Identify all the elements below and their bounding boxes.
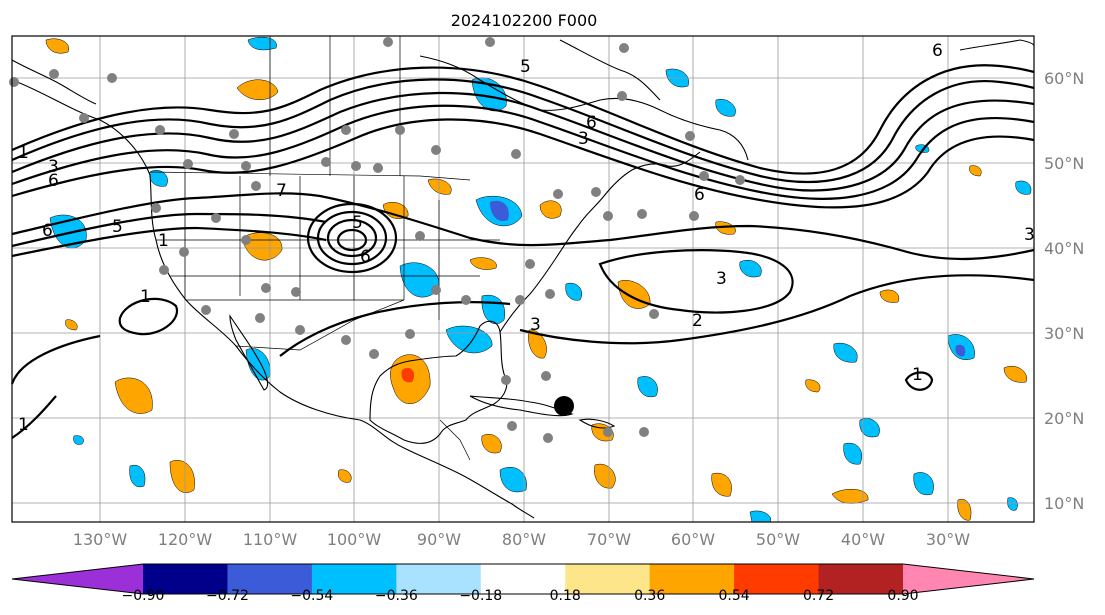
- colorbar-tick-label: −0.90: [122, 588, 165, 604]
- map-title: 2024102200 F000: [451, 11, 598, 30]
- contour-label: 6: [360, 247, 371, 267]
- contour-label: 3: [716, 269, 727, 289]
- contour-label: 3: [530, 315, 541, 335]
- colorbar-tick-label: 0.54: [719, 588, 750, 604]
- contour-label: 5: [520, 57, 531, 77]
- contour-label: 6: [932, 41, 943, 61]
- colorbar-bin: [565, 564, 651, 594]
- colorbar-tick-label: −0.72: [206, 588, 249, 604]
- contour-label: 7: [276, 181, 287, 201]
- contour-label: 5: [112, 217, 123, 237]
- latitude-labels: 60°N 50°N 40°N 30°N 20°N 10°N: [1044, 69, 1084, 513]
- contour-label: 1: [158, 231, 169, 251]
- contour-label: 1: [18, 415, 29, 435]
- colorbar-bin: [480, 564, 566, 594]
- colorbar-outline: [11, 563, 1035, 595]
- colorbar-tick-label: 0.90: [887, 588, 918, 604]
- contour-label: 1: [140, 287, 151, 307]
- colorbar-tick-label: −0.36: [375, 588, 418, 604]
- contour-label: 1: [912, 365, 923, 385]
- longitude-labels: 130°W 120°W 110°W 100°W 90°W 80°W 70°W 6…: [73, 530, 970, 549]
- lon-tick-label: 120°W: [158, 530, 213, 549]
- lat-tick-label: 20°N: [1044, 409, 1084, 428]
- colorbar-bin: [818, 564, 904, 594]
- lon-tick-label: 100°W: [327, 530, 382, 549]
- colorbar-tick-label: −0.54: [290, 588, 333, 604]
- contour-label: 6: [694, 185, 705, 205]
- lat-tick-label: 40°N: [1044, 239, 1084, 258]
- contour-label: 3: [578, 129, 589, 149]
- lon-tick-label: 30°W: [926, 530, 970, 549]
- colorbar-bin: [311, 564, 397, 594]
- contour-label: 2: [692, 311, 703, 331]
- political-borders: [149, 36, 500, 461]
- lon-tick-label: 40°W: [841, 530, 885, 549]
- contour-label: 6: [48, 171, 59, 191]
- colorbar-bin: [734, 564, 820, 594]
- colorbar-labels: −0.90 −0.72 −0.54 −0.36 −0.18 0.18 0.36 0.54 0.7…: [122, 588, 919, 604]
- lat-tick-label: 60°N: [1044, 69, 1084, 88]
- contour-label: 3: [48, 157, 59, 177]
- lon-tick-label: 60°W: [671, 530, 715, 549]
- lon-tick-label: 90°W: [417, 530, 461, 549]
- lat-tick-label: 50°N: [1044, 154, 1084, 173]
- colorbar-tick-label: 0.36: [634, 588, 665, 604]
- map-area: 1 3 6 5 6 6 5 3 7 6 5 3 6 3 2 1 3 1 1 6 …: [9, 35, 1035, 523]
- colorbar-bin: [227, 564, 313, 594]
- contour-label: 3: [1024, 225, 1035, 245]
- contour-label: 5: [352, 213, 363, 233]
- colorbar: [11, 563, 1035, 595]
- observation-markers: [9, 37, 745, 443]
- colorbar-bin: [649, 564, 735, 594]
- lon-tick-label: 70°W: [587, 530, 631, 549]
- colorbar-extend-min: [12, 564, 143, 594]
- colorbar-tick-label: 0.72: [803, 588, 834, 604]
- colorbar-bin: [143, 564, 228, 594]
- contour-label: 1: [18, 143, 29, 163]
- lat-tick-label: 30°N: [1044, 324, 1084, 343]
- lat-tick-label: 10°N: [1044, 494, 1084, 513]
- colorbar-tick-label: 0.18: [550, 588, 581, 604]
- lon-tick-label: 80°W: [502, 530, 546, 549]
- storm-center-marker: [554, 396, 574, 416]
- lon-tick-label: 130°W: [73, 530, 128, 549]
- contour-label: 6: [586, 113, 597, 133]
- lon-tick-label: 50°W: [756, 530, 800, 549]
- contours: [10, 64, 1035, 439]
- map-frame: [11, 35, 1035, 523]
- colorbar-bin: [396, 564, 482, 594]
- colorbar-tick-label: −0.18: [459, 588, 502, 604]
- contour-label: 6: [42, 221, 53, 241]
- lon-tick-label: 110°W: [243, 530, 298, 549]
- contour-labels: 1 3 6 5 6 6 5 3 7 6 5 3 6 3 2 1 3 1 1 6 …: [18, 41, 1035, 435]
- colorbar-extend-max: [903, 564, 1034, 594]
